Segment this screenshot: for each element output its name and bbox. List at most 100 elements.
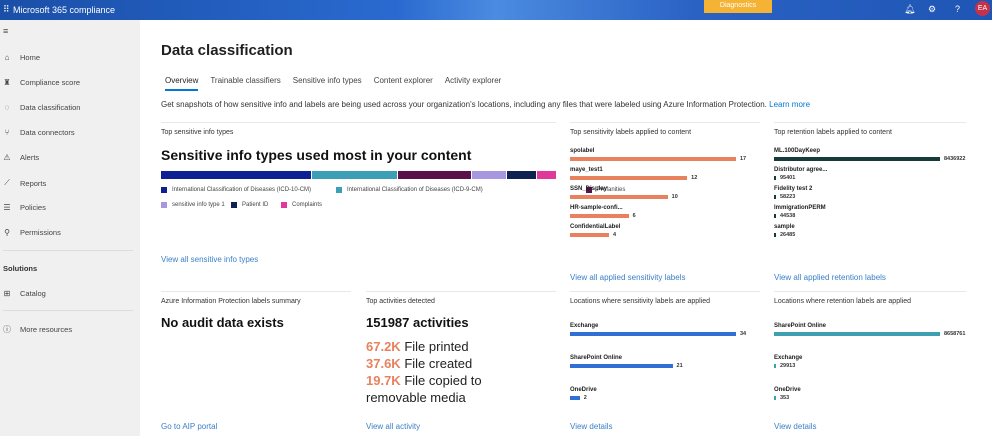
sidebar-item-permissions[interactable]: ⚲ Permissions [3,228,61,237]
bell-icon[interactable]: 🔔︎ [904,4,916,14]
activity-label: File printed [404,339,469,354]
view-all-activity-link[interactable]: View all activity [366,422,421,431]
bar-label: Fidelity test 2 [774,186,813,192]
bar-label: SharePoint Online [774,323,827,329]
bar-value: 8436922 [944,156,966,162]
activity-count: 37.6K [366,356,401,371]
trophy-icon: ♜ [3,78,11,87]
nav-label: Compliance score [20,78,81,87]
bar-value: 4 [613,232,617,238]
legend-label: International Classification of Diseases… [347,187,483,193]
tab-content-explorer[interactable]: Content explorer [373,76,433,85]
intro-text: Get snapshots of how sensitive info and … [161,100,810,109]
bar-label: SharePoint Online [570,355,623,361]
view-link[interactable]: View all applied sensitivity labels [570,273,686,282]
sidebar-item-alerts[interactable]: ⚠ Alerts [3,153,39,162]
bar[interactable] [774,157,940,161]
bar[interactable] [774,195,776,199]
card-heading: 151987 activities [366,315,469,330]
classification-icon: ◌ [4,103,10,112]
bar[interactable] [774,233,776,237]
nav-label: Reports [20,178,47,188]
waffle-icon[interactable]: ⠿ [3,4,10,14]
help-icon[interactable]: ? [955,4,961,14]
sidebar-item-home[interactable]: ⌂ Home [3,53,40,62]
sidebar-item-policies[interactable]: ☰ Policies [3,203,46,212]
connector-icon: ⑂ [4,128,10,137]
sidebar-item-data-connectors[interactable]: ⑂ Data connectors [3,128,75,137]
bar-label: OneDrive [774,387,801,393]
view-link[interactable]: View details [774,422,817,431]
view-link[interactable]: View all applied retention labels [774,273,886,282]
sidebar: ≡ ⌂ Home ♜ Compliance score ◌ Data classifica… [0,20,140,436]
top-bar: ⠿ Microsoft 365 compliance Diagnostics 🔔… [0,0,992,20]
home-icon: ⌂ [4,53,10,62]
view-link[interactable]: View details [570,422,613,431]
legend-swatch [231,202,237,208]
legend-item: Profanities [586,187,625,193]
card-heading: No audit data exists [161,315,284,330]
sidebar-item-reports[interactable]: ⟋ Reports [3,178,46,188]
gear-icon[interactable]: ⚙ [928,4,937,14]
card-retention-label-locations: Locations where retention labels are app… [774,291,966,436]
bar[interactable] [570,332,736,336]
main-content: Data classification Overview Trainable cl… [140,20,992,436]
info-icon: ⓘ [3,325,11,334]
stacked-bar-segment[interactable] [397,171,471,179]
sidebar-item-compliance-score[interactable]: ♜ Compliance score [3,78,80,87]
avatar[interactable]: EA [975,1,990,16]
nav-label: Data classification [20,103,81,112]
bar-value: 6 [632,213,636,219]
legend-label: sensitive info type 1 [172,202,225,208]
bar[interactable] [570,195,668,199]
legend-item: sensitive info type 1 [161,202,225,208]
tab-sensitive-info-types[interactable]: Sensitive info types [292,76,362,85]
bar-value: 26485 [780,232,796,238]
bar-value: 21 [676,363,683,369]
go-to-aip-portal-link[interactable]: Go to AIP portal [161,422,218,431]
bar[interactable] [570,233,610,237]
legend-swatch [161,187,167,193]
learn-more-link[interactable]: Learn more [769,100,811,109]
sidebar-section-solutions: Solutions [3,264,38,273]
bar-label: ImmigrationPERM [774,205,826,211]
bar[interactable] [774,396,776,400]
bar-value: 353 [780,395,790,401]
bar[interactable] [774,214,776,218]
bar[interactable] [570,176,688,180]
card-title: Top activities detected [366,298,435,305]
nav-label: Policies [20,203,46,212]
bar[interactable] [570,364,673,368]
sidebar-item-more-resources[interactable]: ⓘ More resources [3,324,72,335]
card-title: Top retention labels applied to content [774,129,892,136]
stacked-bar-segment[interactable] [161,171,312,179]
tab-overview[interactable]: Overview [165,76,199,91]
legend-swatch [336,187,342,193]
stacked-bar-segment[interactable] [312,171,397,179]
bar[interactable] [570,157,736,161]
bar[interactable] [774,364,776,368]
app-title[interactable]: Microsoft 365 compliance [13,5,116,15]
card-title: Top sensitive info types [161,129,234,136]
stacked-bar-segment[interactable] [471,171,507,179]
chart-icon: ⟋ [4,178,10,187]
stacked-bar-segment[interactable] [537,171,556,179]
view-all-sensitive-info-types-link[interactable]: View all sensitive info types [161,255,259,264]
bar[interactable] [774,176,776,180]
bar[interactable] [570,396,580,400]
activity-item: 37.6K File created [366,355,516,372]
stacked-bar-segment[interactable] [507,171,537,179]
bar-label: maye_test1 [570,167,603,173]
card-sensitivity-label-locations: Locations where sensitivity labels are a… [570,291,760,436]
diagnostics-button[interactable]: Diagnostics [704,0,772,13]
hamburger-icon[interactable]: ≡ [3,26,9,36]
bar[interactable] [570,214,629,218]
bar-value: 34 [740,331,747,337]
tab-activity-explorer[interactable]: Activity explorer [444,76,502,85]
sidebar-item-catalog[interactable]: ⊞ Catalog [3,289,46,298]
card-top-retention-labels: Top retention labels applied to content M… [774,122,966,292]
legend-swatch [161,202,167,208]
sidebar-item-data-classification[interactable]: ◌ Data classification [3,103,81,112]
bar[interactable] [774,332,940,336]
tab-trainable-classifiers[interactable]: Trainable classifiers [210,76,281,85]
